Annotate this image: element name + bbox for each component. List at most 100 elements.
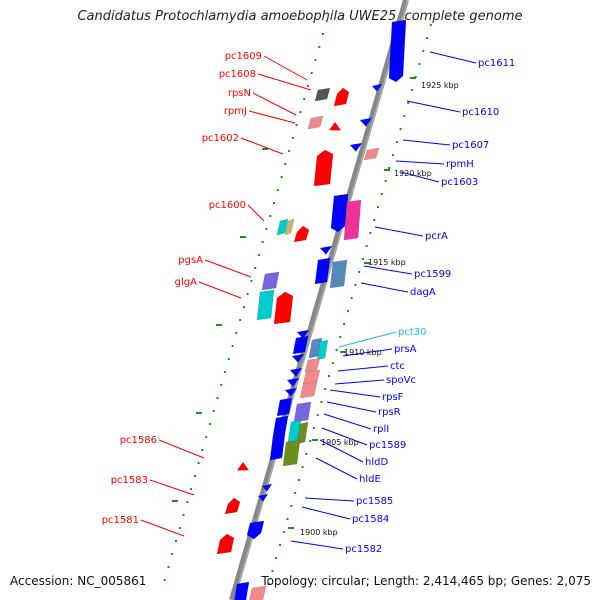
label-leader <box>360 282 409 293</box>
label-leader <box>429 51 477 64</box>
gene-label-pcrA: pcrA <box>425 231 448 242</box>
tick-dot <box>301 466 304 468</box>
gene-pc1608 <box>314 87 331 102</box>
gene-pc1602 <box>313 149 334 187</box>
gene-label-rpsN: rpsN <box>228 88 251 99</box>
tick-dot <box>231 345 234 347</box>
gene-rpsN <box>307 115 324 130</box>
tick-dot <box>197 462 200 464</box>
label-leader <box>400 171 440 183</box>
gene-hldE <box>269 433 286 461</box>
tick-dot <box>328 375 330 377</box>
major-tick <box>364 262 370 264</box>
gene-small <box>293 225 310 243</box>
label-leader <box>301 506 351 520</box>
tick-dot <box>227 358 230 360</box>
gene-pc1586 <box>237 462 249 471</box>
label-leader <box>257 73 312 91</box>
tick-dot <box>316 414 319 416</box>
tick-dot <box>331 362 334 364</box>
gene-pc1600 <box>276 218 289 236</box>
gene-label-pc1581: pc1581 <box>102 515 139 526</box>
kbp-marker: 1900 kbp <box>300 528 338 537</box>
tick-dot <box>303 98 306 100</box>
kbp-labels: 1925 kbp 1920 kbp 1915 kbp 1910 kbp 1905 kbp… <box>300 81 459 537</box>
tick-dot <box>426 37 428 39</box>
gene-label-pc1611: pc1611 <box>478 58 515 69</box>
gene-label-pct30: pct30 <box>398 327 427 338</box>
gene-label-rpmH: rpmH <box>446 159 474 170</box>
label-leader <box>321 427 368 446</box>
topology-text: Topology: circular; Length: 2,414,465 bp… <box>261 574 591 588</box>
label-leader <box>402 139 451 146</box>
tick-dot <box>299 111 302 113</box>
tick-dot <box>399 128 402 130</box>
gene-prsA <box>316 339 329 361</box>
gene-pgsA <box>261 271 280 291</box>
tick-dot <box>322 33 324 35</box>
tick-dot <box>201 449 204 451</box>
tick-dot <box>182 514 185 516</box>
gene-pcrA-overlap <box>343 199 362 241</box>
gene-hldE-b <box>282 439 301 467</box>
label-leader <box>329 389 381 398</box>
gene-pc1599 <box>320 246 332 255</box>
tick-dot <box>269 215 272 217</box>
tick-dot <box>314 59 317 61</box>
label-leader <box>204 259 252 278</box>
gene-pc1610 <box>360 118 372 127</box>
gene-ctc <box>292 354 304 363</box>
tick-dot <box>171 553 174 555</box>
gene-pc1589 <box>272 415 289 437</box>
tick-dot <box>284 163 287 165</box>
tick-dot <box>190 488 193 490</box>
gene-pc1599b <box>314 257 331 285</box>
tick-dot <box>261 241 264 243</box>
tick-dot <box>276 189 279 191</box>
tick-dot <box>280 176 283 178</box>
gene-label-pc1608: pc1608 <box>219 69 256 80</box>
gene-rpmJ <box>329 122 341 131</box>
tick-dot <box>320 401 323 403</box>
tick-dot <box>167 566 170 568</box>
tick-dot <box>309 440 312 442</box>
label-leader <box>240 137 284 155</box>
tick-dot <box>212 410 215 412</box>
tick-dot <box>361 258 364 260</box>
label-leader <box>198 281 242 299</box>
gene-ctc-b <box>304 357 321 373</box>
gene-pc1609 <box>333 87 350 107</box>
tick-dot <box>163 579 166 581</box>
gene-pcrA <box>330 193 349 233</box>
tick-dot <box>295 124 298 126</box>
tick-dot <box>275 557 278 559</box>
tick-dot <box>384 180 387 182</box>
gene-label-spoVc: spoVc <box>386 375 416 386</box>
label-leader <box>334 379 385 385</box>
gene-label-pc1584: pc1584 <box>352 514 389 525</box>
gene-spoVc <box>290 368 302 377</box>
tick-dot <box>335 349 338 351</box>
gene-rplI <box>276 397 293 417</box>
major-tick <box>312 439 318 441</box>
gene-pc1584 <box>258 494 268 502</box>
gene-pc1583 <box>224 497 241 515</box>
tick-dot <box>220 384 223 386</box>
major-tick <box>216 324 222 326</box>
label-leader <box>338 331 397 348</box>
label-leader <box>149 479 195 496</box>
kbp-marker: 1910 kbp <box>344 348 382 357</box>
tick-dot <box>305 453 308 455</box>
gene-label-pc1610: pc1610 <box>462 107 499 118</box>
label-leader <box>315 457 358 480</box>
major-tick <box>262 148 268 150</box>
tick-dot <box>290 505 293 507</box>
label-leader <box>326 401 377 413</box>
tick-marks <box>163 20 432 585</box>
major-tick <box>288 527 294 529</box>
tick-dot <box>325 20 328 22</box>
gene-glgA <box>256 289 275 321</box>
tick-dot <box>407 102 410 104</box>
tick-dot <box>235 332 238 334</box>
